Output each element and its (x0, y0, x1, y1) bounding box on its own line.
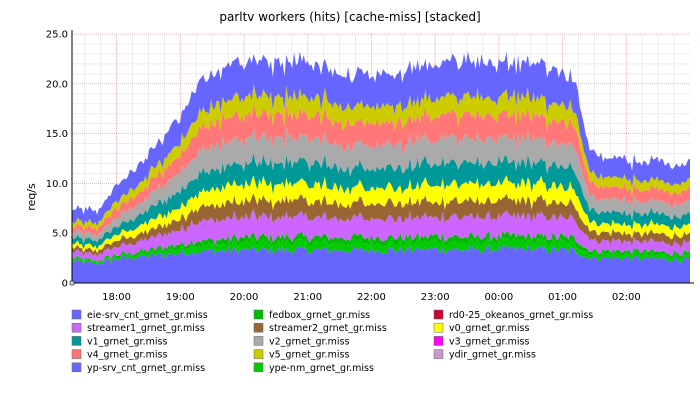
legend-swatch (71, 362, 82, 373)
y-tick-label: 15.0 (46, 129, 68, 140)
y-tick-label: 10.0 (46, 179, 68, 190)
x-tick-label: 18:00 (102, 292, 131, 303)
legend-label: v2_grnet_gr.miss (269, 336, 349, 347)
area-series-ype-nm_grnet_gr.miss (72, 237, 690, 266)
legend-item: fedbox_grnet_gr.miss (253, 309, 370, 321)
x-tick-label: 00:00 (484, 292, 513, 303)
legend-item: v2_grnet_gr.miss (253, 336, 349, 347)
legend-label: eie-srv_cnt_grnet_gr.miss (87, 310, 208, 321)
legend-swatch (253, 336, 264, 346)
legend-item: streamer1_grnet_gr.miss (71, 322, 205, 334)
x-tick-label: 02:00 (612, 292, 641, 303)
stacked-areas (72, 51, 690, 283)
legend-item: v5_grnet_gr.miss (253, 349, 349, 361)
y-tick-label: 20.0 (46, 79, 68, 90)
y-tick-label: 5.0 (52, 229, 68, 240)
legend-item: v4_grnet_gr.miss (71, 349, 167, 361)
legend-swatch (433, 336, 444, 346)
x-tick-label: 19:00 (166, 292, 195, 303)
axes (69, 30, 694, 286)
area-series-fedbox_grnet_gr.miss (72, 230, 690, 264)
legend-label: v1_grnet_gr.miss (87, 336, 167, 347)
legend-item: streamer2_grnet_gr.miss (253, 322, 387, 334)
legend-swatch (433, 349, 444, 359)
legend-label: ydir_grnet_gr.miss (449, 350, 536, 361)
area-series-v2_grnet_gr.miss (72, 126, 690, 244)
y-tick-label: 0 (62, 279, 68, 290)
legend-label: streamer2_grnet_gr.miss (269, 323, 387, 334)
y-axis-title: req/s (25, 183, 38, 211)
legend-label: v4_grnet_gr.miss (87, 350, 167, 361)
x-tick-label: 22:00 (357, 292, 386, 303)
x-tick-label: 21:00 (293, 292, 322, 303)
legend-label: v5_grnet_gr.miss (269, 350, 349, 361)
area-series-yp-srv_cnt_grnet_gr.miss (72, 244, 690, 283)
legend-item: v0_grnet_gr.miss (433, 322, 529, 334)
legend-label: v3_grnet_gr.miss (449, 336, 529, 347)
legend-item: ydir_grnet_gr.miss (433, 349, 536, 361)
x-tick-label: 20:00 (230, 292, 259, 303)
area-series-streamer2_grnet_gr.miss (72, 193, 690, 258)
legend-label: rd0-25_okeanos_grnet_gr.miss (449, 310, 593, 321)
legend-swatch (253, 362, 264, 373)
x-axis-ticks: 18:00 19:00 20:00 21:00 22:00 23:00 00:00 01:00… (102, 292, 641, 303)
area-series-v4_grnet_gr.miss (72, 103, 690, 238)
legend-item: v3_grnet_gr.miss (433, 336, 529, 347)
legend-swatch (71, 322, 82, 333)
legend-swatch (253, 349, 264, 359)
legend-swatch (253, 322, 264, 333)
legend-item: rd0-25_okeanos_grnet_gr.miss (433, 309, 593, 321)
legend-label: streamer1_grnet_gr.miss (87, 323, 205, 334)
legend-label: yp-srv_cnt_grnet_gr.miss (87, 363, 205, 374)
legend-swatch (433, 322, 444, 333)
area-series-v5_grnet_gr.miss (72, 84, 690, 232)
legend-item: v1_grnet_gr.miss (71, 336, 167, 347)
area-series-eie-srv_cnt_grnet_gr.miss (72, 51, 690, 227)
legend-item: yp-srv_cnt_grnet_gr.miss (71, 362, 205, 374)
axis-origin-marker (69, 280, 75, 286)
area-series-streamer1_grnet_gr.miss (72, 208, 690, 263)
x-tick-label: 23:00 (421, 292, 450, 303)
legend-swatch (253, 309, 264, 320)
legend-label: ype-nm_grnet_gr.miss (269, 363, 374, 374)
legend-item: ype-nm_grnet_gr.miss (253, 362, 374, 374)
x-tick-label: 01:00 (548, 292, 577, 303)
chart-title: parltv workers (hits) [cache-miss] [stac… (219, 10, 480, 24)
legend-swatch (433, 309, 444, 320)
area-series-v0_grnet_gr.miss (72, 175, 690, 254)
legend-swatch (71, 349, 82, 359)
legend-item: eie-srv_cnt_grnet_gr.miss (71, 309, 208, 321)
legend-label: v0_grnet_gr.miss (449, 323, 529, 334)
legend-label: fedbox_grnet_gr.miss (269, 310, 370, 321)
legend: eie-srv_cnt_grnet_gr.miss fedbox_grnet_gr… (71, 309, 593, 374)
area-series-v1_grnet_gr.miss (72, 152, 690, 250)
legend-swatch (71, 309, 82, 320)
y-axis-ticks: 0 5.0 10.0 15.0 20.0 25.0 (46, 30, 68, 290)
y-tick-label: 25.0 (46, 30, 68, 41)
legend-swatch (71, 336, 82, 346)
